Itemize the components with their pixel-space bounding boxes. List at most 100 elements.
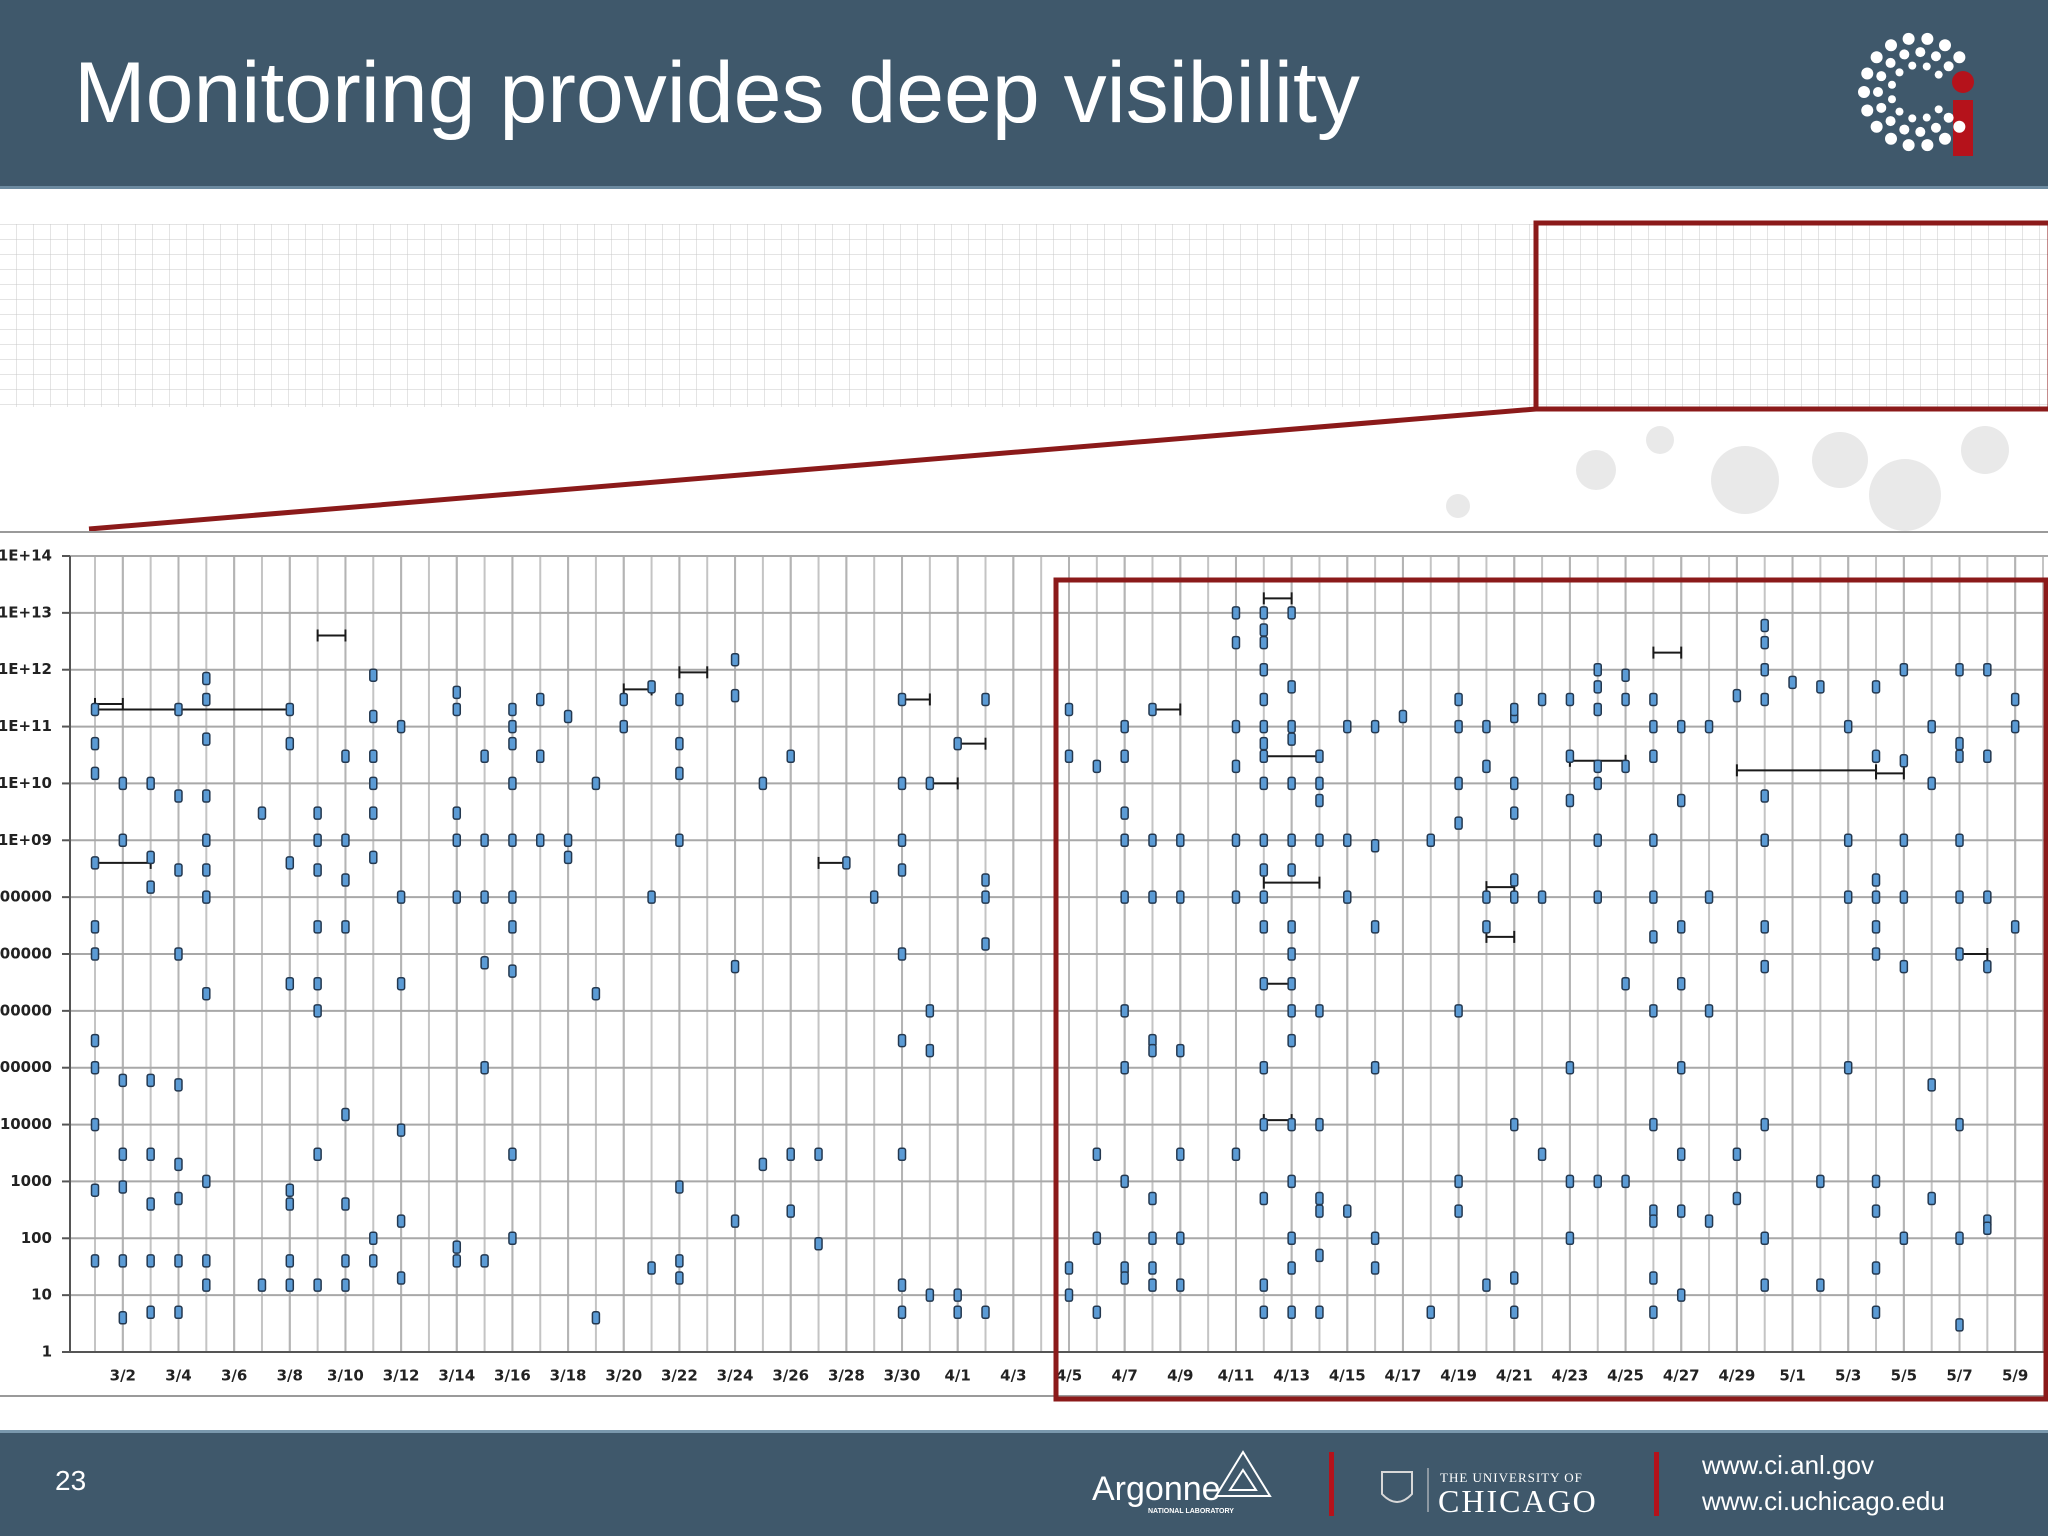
data-point [480, 833, 489, 848]
data-point [786, 749, 795, 764]
logo-dot [1930, 122, 1941, 133]
x-tick-label: 3/10 [327, 1367, 364, 1385]
argonne-subtitle: NATIONAL LABORATORY [1148, 1508, 1234, 1515]
data-point [202, 789, 211, 803]
data-point [1565, 793, 1575, 808]
logo-dot [1934, 70, 1943, 79]
footer-divider [1329, 1452, 1334, 1516]
range-bar [1735, 764, 1878, 777]
data-point [1287, 976, 1296, 991]
data-point [1927, 776, 1936, 791]
x-tick-label: 4/19 [1440, 1367, 1477, 1385]
data-point [591, 986, 601, 1001]
range-bar [1652, 646, 1683, 659]
logo-dot [1895, 107, 1904, 116]
data-point [1231, 833, 1241, 848]
data-point [1649, 692, 1658, 707]
data-point [174, 947, 183, 961]
data-point [174, 789, 183, 803]
data-point [341, 1107, 350, 1122]
data-point [1955, 1318, 1964, 1332]
data-point [1676, 1204, 1686, 1218]
logo-dot [1922, 113, 1931, 122]
data-point [146, 880, 155, 894]
footer-bar [0, 1432, 2048, 1536]
data-point [146, 1305, 155, 1320]
data-point [1871, 1261, 1881, 1275]
data-point [1732, 688, 1742, 703]
footer-divider [1654, 1452, 1659, 1516]
data-point [1231, 719, 1241, 734]
x-tick-label: 3/24 [717, 1367, 754, 1385]
x-tick-label: 3/20 [605, 1367, 642, 1385]
data-point [1176, 1043, 1185, 1058]
x-tick-label: 4/9 [1167, 1367, 1193, 1385]
logo-dot [1908, 61, 1917, 70]
data-point [202, 732, 211, 746]
data-point [452, 1240, 462, 1254]
data-point [1287, 1033, 1296, 1048]
data-point [341, 833, 350, 848]
data-point [1370, 1231, 1380, 1246]
data-point [1120, 890, 1129, 904]
data-point [730, 688, 740, 703]
x-tick-label: 5/9 [2002, 1367, 2028, 1385]
data-point [174, 1191, 183, 1206]
data-point [1649, 1305, 1658, 1320]
data-point [1955, 736, 1964, 751]
data-point [1259, 1060, 1269, 1075]
x-tick-label: 4/15 [1329, 1367, 1366, 1385]
data-point [1788, 675, 1797, 690]
data-point [1231, 635, 1241, 650]
data-point [1816, 1278, 1825, 1292]
data-point [1760, 959, 1769, 974]
data-point [341, 749, 350, 764]
x-tick-label: 5/1 [1779, 1367, 1805, 1385]
data-point [369, 668, 378, 682]
logo-dot [1876, 102, 1887, 113]
data-point [1259, 1305, 1269, 1320]
data-point [536, 749, 545, 764]
data-point [675, 1180, 684, 1194]
logo-dot [1885, 132, 1897, 145]
data-point [1259, 606, 1269, 620]
x-tick-label: 3/2 [110, 1367, 136, 1385]
data-point [369, 776, 378, 791]
data-point [897, 1147, 907, 1162]
logo-dot [1934, 105, 1943, 114]
y-tick-label: 1E+09 [0, 831, 52, 849]
data-point [1871, 920, 1881, 934]
university-of: THE UNIVERSITY OF [1440, 1470, 1583, 1485]
argonne-triangle-inner [1228, 1468, 1258, 1491]
data-point [146, 1197, 155, 1211]
data-point [1927, 1191, 1936, 1206]
data-point [118, 1073, 128, 1088]
data-point [1593, 759, 1602, 774]
y-tick-label: 1E+14 [0, 547, 52, 565]
data-point [981, 692, 990, 707]
x-tick-label: 5/5 [1891, 1367, 1917, 1385]
data-point [396, 1214, 406, 1228]
data-point [1120, 1060, 1129, 1075]
data-point [1871, 1305, 1881, 1320]
data-point [1259, 736, 1269, 751]
data-point [1231, 1147, 1241, 1162]
logo-dot [1899, 49, 1910, 60]
data-point [452, 702, 462, 717]
data-point [1259, 833, 1269, 848]
data-point [1537, 1147, 1547, 1162]
data-point [1120, 806, 1129, 820]
y-tick-label: 1E+10 [0, 774, 52, 792]
data-point [1231, 759, 1241, 774]
data-point [1315, 1204, 1324, 1218]
data-point [925, 1004, 935, 1018]
y-tick-label: 1000 [10, 1172, 52, 1190]
overview-strip [0, 224, 2048, 407]
logo-dot [1930, 51, 1941, 62]
data-point [897, 776, 907, 791]
range-bar [1875, 767, 1905, 780]
data-point [202, 1174, 211, 1189]
header-rule [0, 186, 2048, 189]
